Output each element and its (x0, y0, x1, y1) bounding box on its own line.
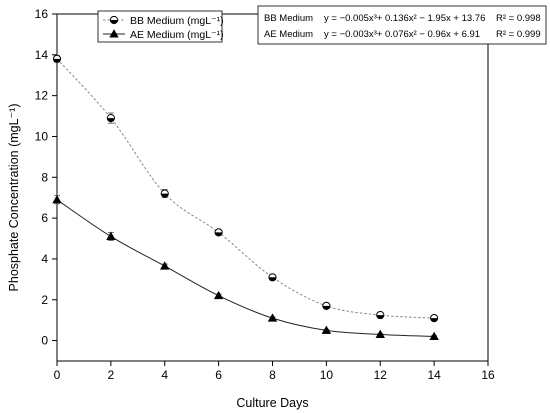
equation-r-squared: R² = 0.998 (496, 13, 541, 24)
data-point (430, 314, 439, 323)
equation-formula: y = −0.005x³+ 0.136x² − 1.95x + 13.76 (324, 13, 485, 24)
y-tick-label: 0 (41, 334, 48, 348)
y-tick-label: 6 (41, 211, 48, 225)
data-point (106, 114, 115, 123)
equation-box-frame (257, 5, 547, 45)
y-tick-label: 12 (35, 89, 49, 103)
y-tick-label: 16 (35, 7, 49, 21)
x-tick-label: 8 (269, 368, 276, 382)
x-tick-label: 14 (427, 368, 441, 382)
equation-label: AE Medium (264, 29, 313, 40)
data-point (52, 194, 62, 204)
data-point (322, 301, 331, 310)
markers-layer (52, 54, 439, 341)
data-point (376, 310, 385, 320)
series-layer (57, 58, 435, 338)
y-tick-label: 2 (41, 293, 48, 307)
legend: BB Medium (mgL⁻¹) AE Medium (mgL⁻¹) (97, 10, 224, 43)
x-tick-label: 16 (481, 368, 495, 382)
data-point (213, 290, 224, 300)
y-tick-label: 8 (41, 170, 48, 184)
legend-label: BB Medium (mgL⁻¹) (130, 15, 224, 27)
legend-label: AE Medium (mgL⁻¹) (130, 29, 224, 41)
data-point (160, 261, 170, 270)
x-tick-label: 0 (54, 368, 61, 382)
tick-labels: 0 2 4 6 8 10 12 14 16 0 2 4 6 8 10 12 14 16 (35, 7, 495, 382)
data-point (52, 54, 62, 64)
legend-box (97, 10, 223, 43)
data-point (268, 273, 277, 282)
y-tick-label: 4 (41, 252, 48, 266)
equation-box: BB Medium y = −0.005x³+ 0.136x² − 1.95x +… (257, 5, 547, 45)
x-tick-label: 2 (108, 368, 115, 382)
data-point (160, 189, 169, 198)
y-tick-label: 14 (35, 48, 49, 62)
data-point (321, 325, 332, 334)
data-point (214, 228, 223, 237)
x-axis-title: Culture Days (236, 396, 308, 410)
equation-formula: y = −0.003x³+ 0.076x² − 0.96x + 6.91 (324, 29, 480, 40)
data-point (375, 329, 385, 338)
x-tick-label: 6 (215, 368, 222, 382)
legend-marker (109, 29, 119, 38)
x-tick-label: 12 (374, 368, 388, 382)
legend-marker (109, 15, 119, 25)
plot-frame (56, 13, 489, 362)
y-tick-label: 10 (35, 129, 49, 143)
data-point (429, 331, 439, 341)
y-axis-title: Phosphate Concentration (mgL⁻¹) (7, 104, 21, 292)
data-point (267, 313, 278, 322)
x-tick-label: 10 (320, 368, 334, 382)
x-tick-label: 4 (161, 368, 168, 382)
series-line-bb-medium (57, 58, 435, 319)
equation-r-squared: R² = 0.999 (496, 29, 541, 40)
data-point (106, 231, 116, 240)
equation-label: BB Medium (264, 13, 313, 24)
axes (52, 13, 489, 366)
